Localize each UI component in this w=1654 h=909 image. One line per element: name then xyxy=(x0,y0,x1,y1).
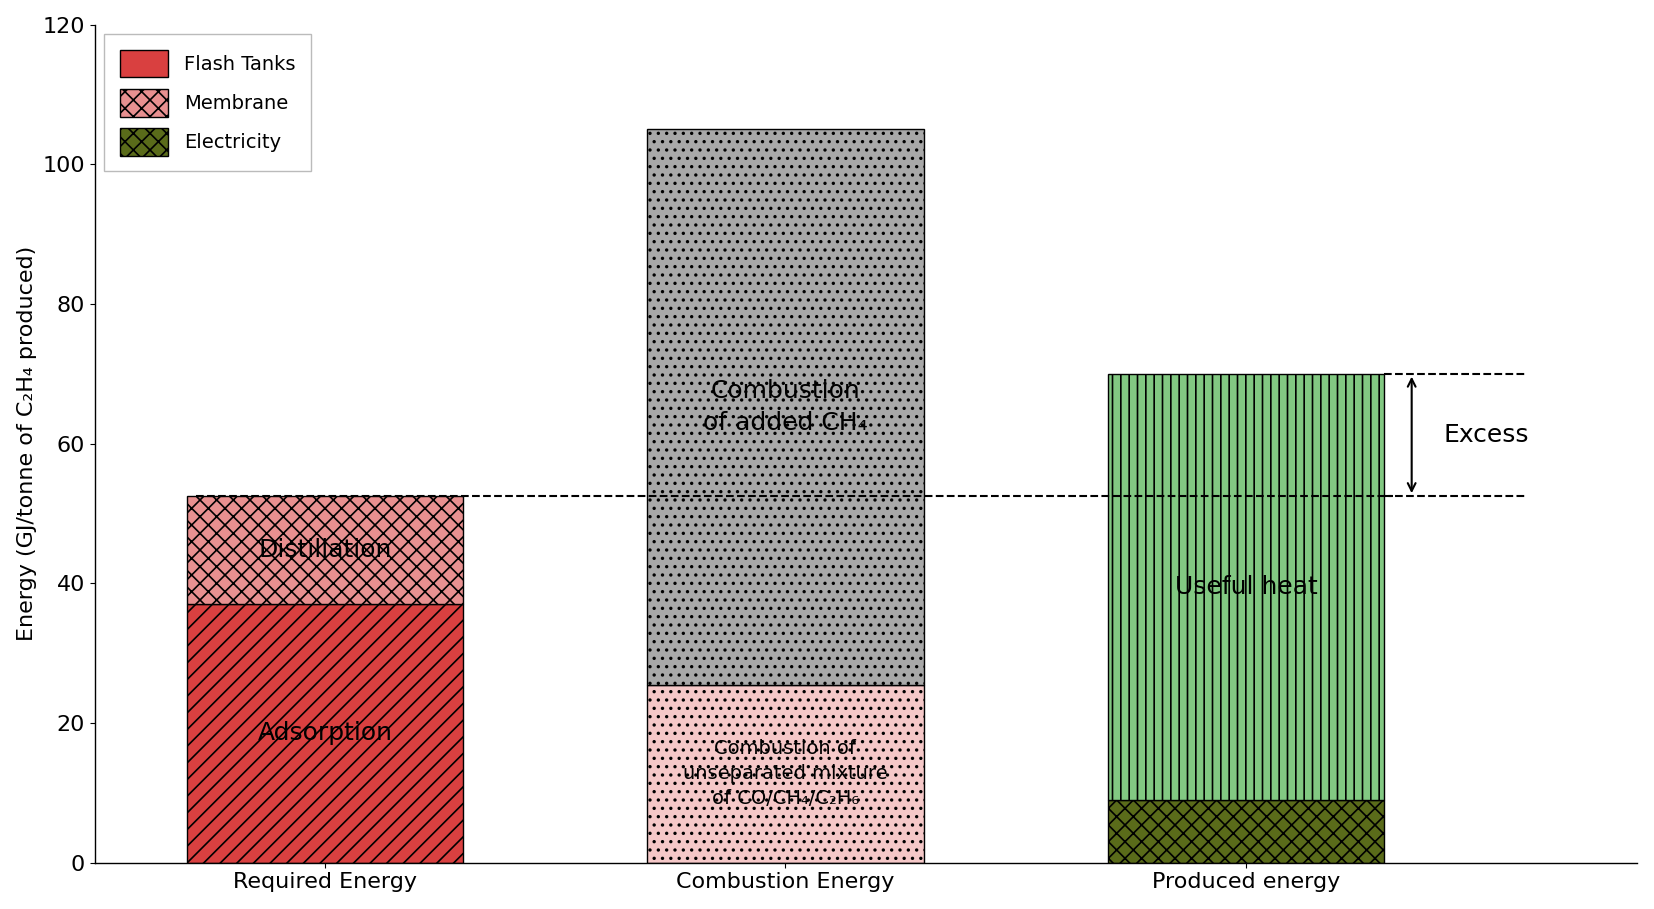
Bar xyxy=(1108,800,1384,863)
Text: Adsorption: Adsorption xyxy=(258,722,392,745)
Text: Combustion
of added CH₄: Combustion of added CH₄ xyxy=(703,379,868,435)
Bar xyxy=(1108,374,1384,800)
Legend: Flash Tanks, Membrane, Electricity: Flash Tanks, Membrane, Electricity xyxy=(104,35,311,172)
Text: Distillation: Distillation xyxy=(258,538,392,562)
Bar xyxy=(647,684,923,863)
Text: Combustion of
unseparated mixture
of CO/CH₄/C₂H₆: Combustion of unseparated mixture of CO/… xyxy=(683,739,888,808)
Bar xyxy=(647,129,923,684)
Bar xyxy=(187,604,463,863)
Text: Useful heat: Useful heat xyxy=(1174,574,1317,599)
Bar xyxy=(187,496,463,604)
Y-axis label: Energy (GJ/tonne of C₂H₄ produced): Energy (GJ/tonne of C₂H₄ produced) xyxy=(17,246,36,641)
Text: Excess: Excess xyxy=(1444,423,1530,447)
